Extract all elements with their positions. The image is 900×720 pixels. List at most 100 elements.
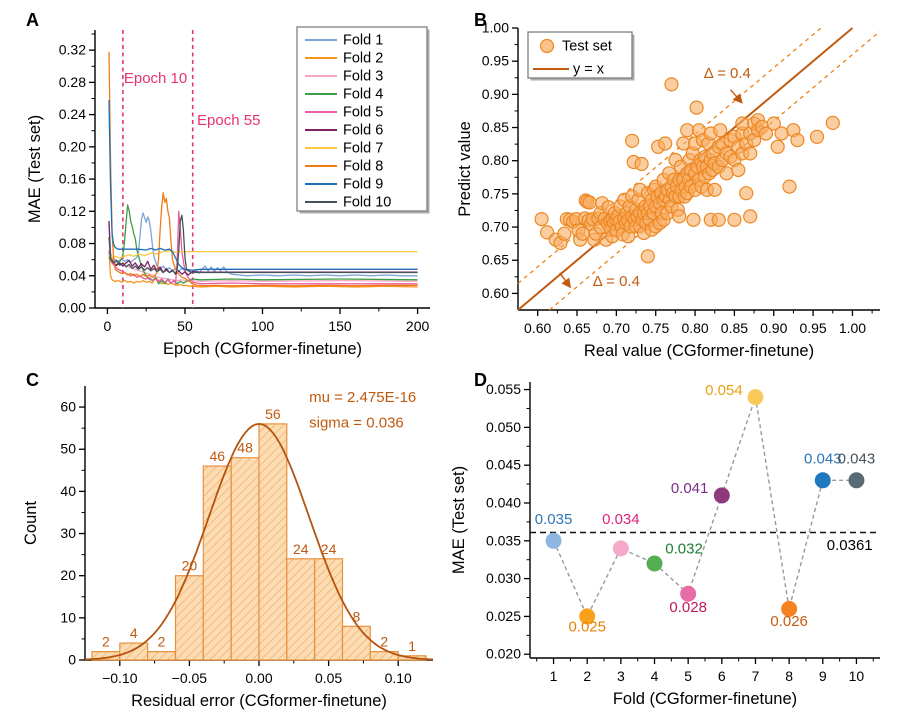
svg-text:mu = 2.475E-16: mu = 2.475E-16 bbox=[309, 389, 416, 406]
axes-B: 0.60 0.65 0.70 0.75 0.80 0.85 0.90 0.95 1.00 0.60… bbox=[456, 20, 880, 360]
svg-text:0.90: 0.90 bbox=[482, 86, 509, 102]
svg-text:Test set: Test set bbox=[562, 39, 612, 55]
svg-text:0.60: 0.60 bbox=[524, 320, 551, 336]
svg-text:0.85: 0.85 bbox=[482, 119, 509, 135]
panel-a-training-curves: 0 50 100 150 200 0.00 0.04 0.08 0.12 0.16 0.20 0.24… bbox=[0, 0, 450, 360]
svg-text:56: 56 bbox=[265, 406, 281, 422]
svg-text:Epoch 55: Epoch 55 bbox=[197, 112, 260, 129]
svg-text:5: 5 bbox=[684, 668, 692, 684]
svg-text:0.055: 0.055 bbox=[486, 381, 521, 397]
upper-band-line bbox=[517, 27, 822, 284]
svg-text:10: 10 bbox=[60, 609, 76, 625]
svg-text:9: 9 bbox=[819, 668, 827, 684]
svg-text:0.00: 0.00 bbox=[245, 670, 272, 686]
svg-text:0.034: 0.034 bbox=[602, 511, 640, 528]
svg-text:8: 8 bbox=[785, 668, 793, 684]
svg-text:Fold 8: Fold 8 bbox=[343, 159, 383, 175]
svg-text:50: 50 bbox=[177, 318, 193, 334]
svg-text:Fold 10: Fold 10 bbox=[343, 195, 391, 211]
svg-text:0.75: 0.75 bbox=[642, 320, 669, 336]
svg-text:−0.10: −0.10 bbox=[102, 670, 138, 686]
fold-8-point bbox=[781, 600, 798, 617]
panel-b-letter: B bbox=[474, 10, 487, 30]
svg-text:4: 4 bbox=[651, 668, 659, 684]
fold-4-point bbox=[646, 555, 663, 572]
svg-text:50: 50 bbox=[60, 441, 76, 457]
svg-text:0.32: 0.32 bbox=[59, 42, 86, 58]
series-fold-7 bbox=[108, 250, 418, 259]
chart-C: −0.10 −0.05 0.00 0.05 0.10 0 10 20 30 40 50 60 Resid… bbox=[22, 386, 434, 710]
svg-text:Fold 7: Fold 7 bbox=[343, 141, 383, 157]
fold-3-point bbox=[612, 540, 629, 557]
svg-text:2: 2 bbox=[158, 634, 166, 650]
bar-bin-1 bbox=[119, 642, 149, 661]
svg-text:0.10: 0.10 bbox=[385, 670, 412, 686]
svg-text:0: 0 bbox=[104, 318, 112, 334]
gaussian-fit-curve bbox=[84, 422, 434, 661]
svg-text:0.65: 0.65 bbox=[482, 252, 509, 268]
test-set-points bbox=[534, 77, 840, 264]
svg-text:40: 40 bbox=[60, 483, 76, 499]
svg-text:2: 2 bbox=[380, 634, 388, 650]
panel-d-letter: D bbox=[474, 370, 487, 390]
bar-bin-3 bbox=[174, 575, 204, 661]
svg-text:0.80: 0.80 bbox=[681, 320, 708, 336]
epoch-marker-lines: Epoch 10 Epoch 55 bbox=[122, 30, 260, 308]
svg-text:−0.05: −0.05 bbox=[172, 670, 208, 686]
series-fold-9 bbox=[108, 100, 418, 271]
svg-text:100: 100 bbox=[251, 318, 275, 334]
svg-text:0: 0 bbox=[68, 652, 76, 668]
bar-bin-7 bbox=[286, 558, 316, 661]
series-fold-10 bbox=[108, 214, 418, 275]
svg-text:Fold 1: Fold 1 bbox=[343, 33, 383, 49]
svg-text:8: 8 bbox=[353, 608, 361, 624]
svg-text:6: 6 bbox=[718, 668, 726, 684]
series-fold-8 bbox=[108, 51, 418, 287]
fit-stats-annotation: mu = 2.475E-16 sigma = 0.036 bbox=[309, 389, 416, 431]
svg-text:24: 24 bbox=[293, 541, 309, 557]
svg-text:0.95: 0.95 bbox=[799, 320, 826, 336]
svg-text:2: 2 bbox=[583, 668, 591, 684]
axes-D: 1 2 3 4 5 6 7 8 9 10 0.020 0.025 0.030 0.035 0.040 0.04… bbox=[450, 381, 880, 708]
svg-text:0.60: 0.60 bbox=[482, 285, 509, 301]
svg-text:0.75: 0.75 bbox=[482, 185, 509, 201]
panel-c-residual-histogram: −0.10 −0.05 0.00 0.05 0.10 0 10 20 30 40 50 60 Resid… bbox=[0, 360, 450, 720]
svg-text:Fold 9: Fold 9 bbox=[343, 177, 383, 193]
svg-text:0.040: 0.040 bbox=[486, 494, 521, 510]
svg-text:7: 7 bbox=[752, 668, 760, 684]
svg-text:Fold 6: Fold 6 bbox=[343, 123, 383, 139]
svg-text:Fold (CGformer-finetune): Fold (CGformer-finetune) bbox=[613, 690, 797, 708]
svg-text:0.035: 0.035 bbox=[486, 532, 521, 548]
svg-text:0.70: 0.70 bbox=[603, 320, 630, 336]
panel-c-letter: C bbox=[26, 370, 39, 390]
svg-text:20: 20 bbox=[60, 567, 76, 583]
svg-text:y = x: y = x bbox=[573, 62, 605, 78]
svg-text:MAE (Test set): MAE (Test set) bbox=[450, 466, 468, 574]
fold-1-point bbox=[545, 532, 562, 549]
fold-6-point bbox=[713, 487, 730, 504]
fold-9-point bbox=[814, 472, 831, 489]
series-fold-1 bbox=[108, 212, 418, 277]
svg-text:0.054: 0.054 bbox=[705, 382, 743, 399]
bar-bin-8 bbox=[314, 558, 344, 661]
panel-b-parity-plot: 0.60 0.65 0.70 0.75 0.80 0.85 0.90 0.95 1.00 0.60… bbox=[450, 0, 900, 360]
legend-testset: Test set y = x bbox=[527, 31, 635, 81]
svg-text:0.08: 0.08 bbox=[59, 235, 86, 251]
svg-text:Fold 3: Fold 3 bbox=[343, 69, 383, 85]
svg-text:10: 10 bbox=[849, 668, 865, 684]
svg-text:Epoch (CGformer-finetune): Epoch (CGformer-finetune) bbox=[163, 340, 362, 358]
svg-text:sigma = 0.036: sigma = 0.036 bbox=[309, 414, 404, 431]
svg-text:0.90: 0.90 bbox=[760, 320, 787, 336]
svg-text:0.043: 0.043 bbox=[804, 451, 842, 468]
svg-text:0.05: 0.05 bbox=[315, 670, 342, 686]
fold-7-point bbox=[747, 389, 764, 406]
svg-text:0.28: 0.28 bbox=[59, 74, 86, 90]
svg-text:0.030: 0.030 bbox=[486, 570, 521, 586]
fold-training-curves bbox=[108, 51, 418, 288]
svg-text:30: 30 bbox=[60, 525, 76, 541]
svg-text:0.00: 0.00 bbox=[59, 300, 86, 316]
svg-text:24: 24 bbox=[321, 541, 337, 557]
series-fold-6 bbox=[108, 220, 418, 276]
svg-text:2: 2 bbox=[102, 634, 110, 650]
